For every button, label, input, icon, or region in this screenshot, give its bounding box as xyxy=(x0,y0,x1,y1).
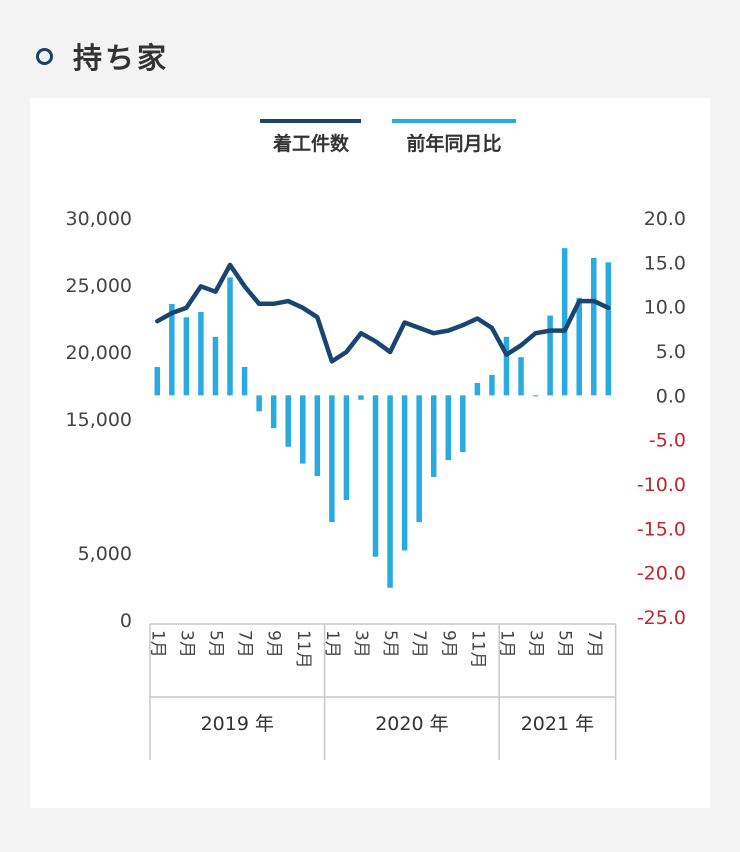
x-month-label: 5月 xyxy=(205,630,225,658)
series-line xyxy=(155,262,611,364)
x-month-label: 3月 xyxy=(526,630,546,658)
right-axis-tick-label: 0.0 xyxy=(656,385,686,407)
x-year-label: 2020 年 xyxy=(375,713,448,735)
bar xyxy=(503,336,510,396)
right-axis-tick-label: -15.0 xyxy=(637,518,686,540)
bar xyxy=(401,395,408,551)
legend-label-bar: 前年同月比 xyxy=(406,132,501,155)
x-year-label: 2021 年 xyxy=(521,713,594,735)
x-month-label: 1月 xyxy=(496,630,516,658)
bar xyxy=(358,395,364,400)
bar xyxy=(314,395,321,477)
bar xyxy=(576,297,582,396)
x-month-label: 11月 xyxy=(293,630,313,669)
x-month-label: 7月 xyxy=(584,630,604,658)
chart-card: 着工件数 前年同月比 0 5,000 15,000 20,000 25,000 30,000 2… xyxy=(30,98,710,808)
section-header: 持ち家 xyxy=(36,38,170,75)
right-axis-tick-label: 5.0 xyxy=(656,341,686,363)
bar xyxy=(343,395,350,500)
bar xyxy=(372,395,379,557)
right-axis-tick-label: 15.0 xyxy=(644,252,686,274)
right-axis-tick-label: -5.0 xyxy=(649,430,686,452)
x-month-label: 9月 xyxy=(438,630,458,658)
bar xyxy=(241,366,248,396)
bar xyxy=(460,395,466,453)
x-month-label: 3月 xyxy=(351,630,371,658)
left-axis-tick-label: 0 xyxy=(120,610,132,632)
bar xyxy=(591,257,597,396)
bar xyxy=(169,304,175,396)
bar xyxy=(387,395,393,588)
bar xyxy=(561,248,568,396)
bar xyxy=(430,395,437,477)
bar xyxy=(518,357,524,396)
left-axis-tick-label: 30,000 xyxy=(66,208,132,230)
x-month-label: 3月 xyxy=(176,630,196,658)
x-month-label: 1月 xyxy=(147,630,167,658)
bar xyxy=(256,395,262,412)
left-axis-tick-label: 25,000 xyxy=(66,275,132,297)
right-axis-tick-label: -20.0 xyxy=(637,563,686,585)
left-axis-tick-label: 20,000 xyxy=(66,342,132,364)
left-axis-tick-label: 5,000 xyxy=(78,543,132,565)
bar xyxy=(227,277,233,396)
bar xyxy=(212,336,219,396)
left-axis-tick-label: 15,000 xyxy=(66,409,132,431)
right-axis-tick-label: 20.0 xyxy=(644,208,686,230)
bar xyxy=(329,395,335,523)
bar xyxy=(532,395,539,397)
bar xyxy=(474,382,481,396)
combo-chart: 着工件数 前年同月比 0 5,000 15,000 20,000 25,000 30,000 2… xyxy=(66,119,686,760)
x-month-label: 1月 xyxy=(322,630,342,658)
bar xyxy=(285,395,291,447)
x-year-label: 2019 年 xyxy=(201,713,274,735)
x-month-label: 9月 xyxy=(264,630,284,658)
x-month-label: 7月 xyxy=(409,630,429,658)
x-month-label: 11月 xyxy=(467,630,487,669)
page-title: 持ち家 xyxy=(73,41,170,75)
right-axis-tick-label: -25.0 xyxy=(637,607,686,629)
x-month-label: 7月 xyxy=(235,630,255,658)
right-axis-tick-label: -10.0 xyxy=(637,474,686,496)
bar xyxy=(605,262,612,396)
right-axis-tick-label: 10.0 xyxy=(644,297,686,319)
bar xyxy=(183,317,190,396)
circle-bullet-icon xyxy=(36,47,53,65)
x-month-label: 5月 xyxy=(555,630,575,658)
bar xyxy=(445,395,452,461)
bar xyxy=(416,395,422,523)
bar xyxy=(154,366,161,396)
bar xyxy=(489,374,495,396)
bar xyxy=(198,311,204,396)
x-month-label: 5月 xyxy=(380,630,400,658)
bar xyxy=(547,315,553,396)
legend-label-line: 着工件数 xyxy=(273,132,350,155)
bar xyxy=(270,395,277,429)
bar xyxy=(300,395,306,464)
